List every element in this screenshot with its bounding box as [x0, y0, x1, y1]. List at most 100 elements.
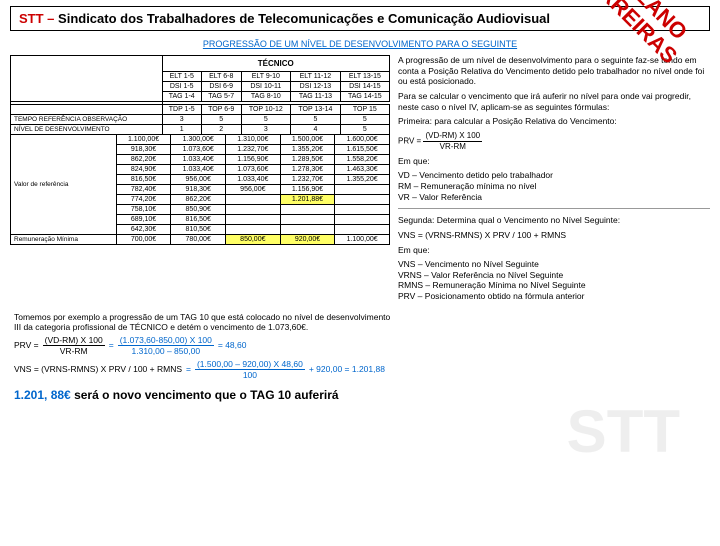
val-cell: 1.355,20€	[335, 175, 390, 185]
cell: TOP 13-14	[291, 105, 341, 115]
val-cell: 1.201,88€	[280, 195, 335, 205]
val-cell	[335, 225, 390, 235]
cell: TAG 11-13	[291, 92, 341, 102]
cell: TOP 15	[340, 105, 389, 115]
table-head: TÉCNICO	[162, 56, 389, 72]
eq1: =	[109, 340, 114, 350]
header-dash: –	[44, 11, 58, 26]
bottom-intro: Tomemos por exemplo a progressão de um T…	[14, 312, 394, 332]
cell: 3	[241, 125, 291, 135]
val-cell: 1.033,40€	[226, 175, 281, 185]
val-cell: 1.300,00€	[171, 135, 226, 145]
defs1: VD – Vencimento detido pelo trabalhador …	[398, 170, 710, 202]
bprv-l: PRV =	[14, 340, 39, 350]
emque2: Em que:	[398, 245, 710, 256]
nivel-lbl: NÍVEL DE DESENVOLVIMENTO	[11, 125, 163, 135]
val-cell: 816,50€	[116, 175, 171, 185]
val-cell: 1.156,90€	[280, 185, 335, 195]
tempo-lbl: TEMPO REFERÊNCIA OBSERVAÇÃO	[11, 115, 163, 125]
bprv-res: = 48,60	[218, 340, 247, 350]
remmin-cell: 850,00€	[226, 235, 281, 245]
val-cell: 1.073,60€	[171, 145, 226, 155]
cell: TAG 14-15	[340, 92, 389, 102]
val-cell: 774,20€	[116, 195, 171, 205]
right-text: A progressão de um nível de desenvolvime…	[398, 55, 710, 306]
remmin-cell: 700,00€	[116, 235, 171, 245]
cell: TAG 5-7	[201, 92, 241, 102]
prv-formula: PRV = (VD-RM) X 100VR-RM	[398, 131, 710, 152]
val-cell	[226, 225, 281, 235]
val-cell	[280, 215, 335, 225]
cell: TAG 8-10	[241, 92, 291, 102]
val-cell: 1.033,40€	[171, 155, 226, 165]
p4: Segunda: Determina qual o Vencimento no …	[398, 215, 710, 226]
p3: Primeira: para calcular a Posição Relati…	[398, 116, 710, 127]
cell: 3	[162, 115, 201, 125]
cell: 1	[162, 125, 201, 135]
val-cell: 689,10€	[116, 215, 171, 225]
cell: 5	[340, 115, 389, 125]
val-cell	[335, 185, 390, 195]
cell: 5	[291, 115, 341, 125]
val-cell: 1.355,20€	[280, 145, 335, 155]
val-cell: 918,30€	[171, 185, 226, 195]
cell: ELT 11-12	[291, 72, 341, 82]
val-cell: 1.289,50€	[280, 155, 335, 165]
prv-num: (VD-RM) X 100	[423, 131, 482, 142]
val-cell	[280, 225, 335, 235]
val-cell: 1.310,00€	[226, 135, 281, 145]
bvns-n: (1.500,00 – 920,00) X 48,60	[195, 359, 305, 370]
bvns-l: VNS = (VRNS-RMNS) X PRV / 100 + RMNS	[14, 364, 182, 374]
val-cell: 1.232,70€	[226, 145, 281, 155]
bottom-prv: PRV = (VD-RM) X 100VR-RM = (1.073,60-850…	[14, 335, 706, 356]
val-cell: 1.558,20€	[335, 155, 390, 165]
bprv-n1: (VD-RM) X 100	[43, 335, 105, 346]
header-abbrev: STT	[19, 11, 44, 26]
val-cell: 1.615,50€	[335, 145, 390, 155]
val-cell: 1.463,30€	[335, 165, 390, 175]
table-region: TÉCNICO ELT 1-5ELT 6-8ELT 9-10ELT 11-12E…	[10, 55, 390, 306]
cell: TDP 1-5	[162, 105, 201, 115]
bottom-example: Tomemos por exemplo a progressão de um T…	[0, 306, 720, 408]
prv-label: PRV =	[398, 136, 421, 145]
emque: Em que:	[398, 156, 710, 167]
remmin-lbl: Remuneração Mínima	[11, 235, 117, 245]
val-cell: 862,20€	[171, 195, 226, 205]
cell: 5	[241, 115, 291, 125]
bprv-d1: VR-RM	[43, 346, 105, 356]
val-cell	[335, 195, 390, 205]
val-cell: 850,90€	[171, 205, 226, 215]
val-cell: 1.100,00€	[116, 135, 171, 145]
final-b: será o novo vencimento que o TAG 10 aufe…	[74, 388, 339, 402]
val-cell	[226, 205, 281, 215]
prv-den: VR-RM	[423, 142, 482, 152]
valores-table: Valor de referência1.100,00€1.300,00€1.3…	[10, 134, 390, 245]
val-cell	[335, 205, 390, 215]
val-cell: 862,20€	[116, 155, 171, 165]
cell: ELT 6-8	[201, 72, 241, 82]
cell: TAG 1-4	[162, 92, 201, 102]
val-cell: 1.156,90€	[226, 155, 281, 165]
val-cell: 642,30€	[116, 225, 171, 235]
cell: DSI 12-13	[291, 82, 341, 92]
val-cell: 1.600,00€	[335, 135, 390, 145]
cell: 2	[201, 125, 241, 135]
val-cell: 956,00€	[226, 185, 281, 195]
val-cell: 1.278,30€	[280, 165, 335, 175]
val-cell: 1.033,40€	[171, 165, 226, 175]
bvns-d: 100	[195, 370, 305, 380]
eq2: =	[186, 364, 191, 374]
cell: ELT 9-10	[241, 72, 291, 82]
cell: 4	[291, 125, 341, 135]
val-cell: 758,10€	[116, 205, 171, 215]
bottom-vns: VNS = (VRNS-RMNS) X PRV / 100 + RMNS = (…	[14, 359, 706, 380]
final-a: 1.201, 88€	[14, 388, 74, 402]
cell: ELT 13-15	[340, 72, 389, 82]
cell: DSI 14-15	[340, 82, 389, 92]
cell: DSI 6-9	[201, 82, 241, 92]
cell: TOP 6-9	[201, 105, 241, 115]
bvns-res: + 920,00 = 1.201,88	[309, 364, 385, 374]
val-cell: 1.232,70€	[280, 175, 335, 185]
cell: ELT 1-5	[162, 72, 201, 82]
cell: 5	[201, 115, 241, 125]
